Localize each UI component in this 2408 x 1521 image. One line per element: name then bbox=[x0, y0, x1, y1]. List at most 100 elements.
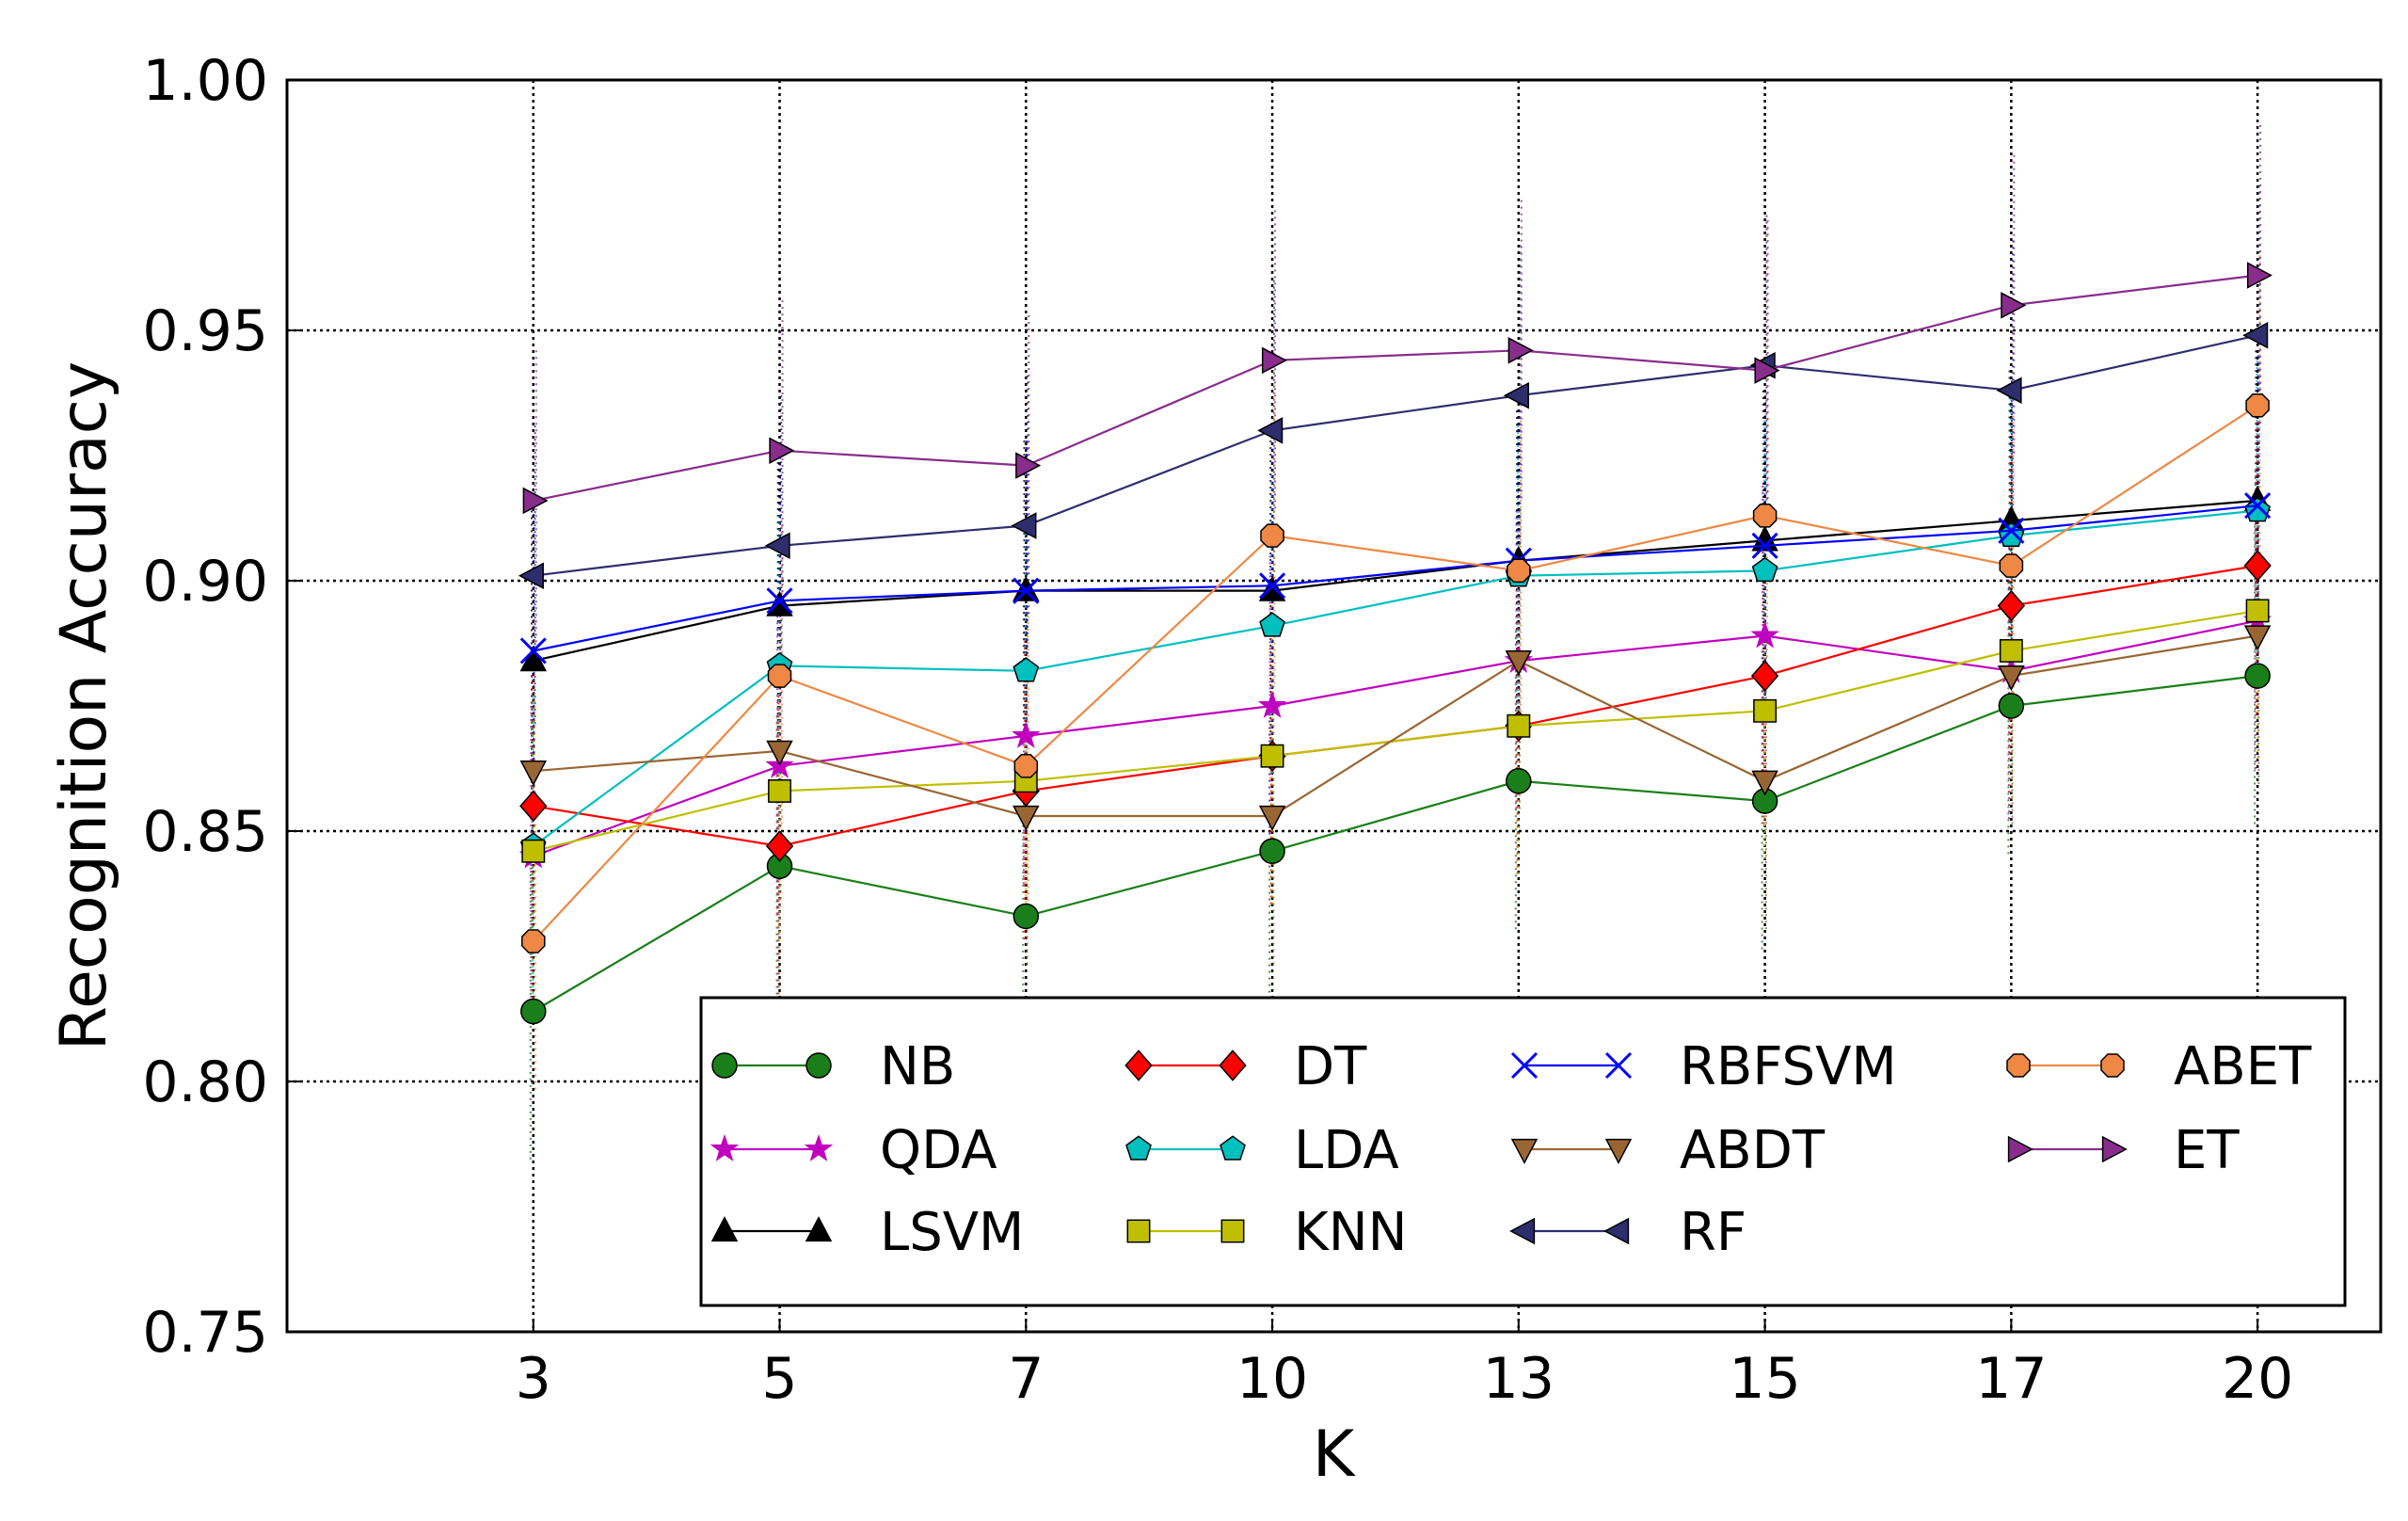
rf-data-point bbox=[1996, 376, 2022, 405]
nb-data-point bbox=[1013, 903, 1040, 930]
abdt-data-point bbox=[519, 760, 548, 787]
legend-marker-abet bbox=[2006, 1053, 2031, 1078]
nb-data-point bbox=[1998, 693, 2025, 719]
y-tick-label: 0.95 bbox=[142, 298, 268, 364]
legend-label-abet: ABET bbox=[2174, 1036, 2312, 1097]
legend-label-nb: NB bbox=[880, 1036, 955, 1097]
x-tick-label: 7 bbox=[1008, 1346, 1044, 1412]
legend-marker-lsvm bbox=[710, 1216, 739, 1242]
knn-data-point bbox=[768, 778, 791, 803]
rbfsvm-series-line bbox=[533, 504, 2258, 652]
abdt-data-point bbox=[766, 740, 793, 766]
dt-data-point bbox=[1750, 660, 1779, 692]
y-tick-label: 0.85 bbox=[142, 799, 268, 865]
abdt-data-point bbox=[1505, 649, 1533, 677]
legend-marker-rf bbox=[1603, 1217, 1630, 1245]
legend-marker-abdt bbox=[1604, 1138, 1633, 1164]
y-tick-label: 0.75 bbox=[142, 1300, 268, 1366]
lsvm-data-point bbox=[519, 646, 548, 672]
lda-series-line bbox=[533, 509, 2258, 847]
y-axis-label: Recognition Accuracy bbox=[47, 361, 121, 1051]
nb-data-point bbox=[520, 998, 547, 1025]
rf-data-point bbox=[518, 562, 544, 589]
abet-series-line bbox=[532, 404, 2258, 942]
abdt-data-point bbox=[2243, 625, 2272, 651]
abet-data-point bbox=[1260, 523, 1284, 548]
legend-label-qda: QDA bbox=[880, 1120, 997, 1181]
lda-data-point bbox=[1013, 657, 1040, 682]
nb-data-point bbox=[1506, 768, 1532, 794]
lda-data-point bbox=[1751, 556, 1778, 583]
abdt-data-point bbox=[1258, 805, 1286, 831]
y-tick-label: 0.80 bbox=[142, 1049, 268, 1115]
abdt-data-point bbox=[1998, 664, 2025, 692]
qda-data-point bbox=[1257, 691, 1287, 718]
knn-data-point bbox=[1999, 639, 2023, 663]
x-tick-label: 13 bbox=[1483, 1346, 1555, 1412]
x-tick-label: 20 bbox=[2222, 1346, 2293, 1412]
lsvm-series-line bbox=[533, 499, 2258, 663]
dt-data-point bbox=[1997, 589, 2025, 622]
legend-label-lda: LDA bbox=[1294, 1120, 1399, 1181]
rf-series-line bbox=[533, 334, 2258, 577]
tick-layer: 0.75 0.80 0.85 0.90 0.95 1.00 3 5 7 10 13 15 17 20 bbox=[142, 48, 2293, 1412]
knn-data-point bbox=[2245, 599, 2270, 623]
nb-data-point bbox=[2244, 663, 2271, 689]
plot-frame bbox=[285, 78, 2383, 1334]
et-data-point bbox=[1754, 357, 1780, 384]
legend-label-lsvm: LSVM bbox=[880, 1202, 1024, 1263]
nb-series-line bbox=[533, 675, 2258, 1013]
et-data-point bbox=[522, 487, 549, 515]
rf-data-point bbox=[1257, 417, 1284, 444]
abet-data-point bbox=[2245, 393, 2270, 418]
abet-data-point bbox=[1013, 754, 1039, 778]
legend-marker-abdt bbox=[1510, 1138, 1539, 1164]
x-tick-label: 17 bbox=[1975, 1346, 2047, 1412]
abet-data-point bbox=[1752, 504, 1778, 528]
knn-data-point bbox=[1507, 713, 1531, 738]
rbfsvm-data-point bbox=[1998, 517, 2025, 544]
abet-data-point bbox=[1507, 558, 1531, 584]
knn-series-line bbox=[533, 609, 2258, 853]
knn-data-point bbox=[1753, 698, 1778, 723]
legend-marker-rf bbox=[1509, 1217, 1536, 1245]
abet-data-point bbox=[1999, 553, 2024, 578]
rf-data-point bbox=[2242, 322, 2269, 349]
lda-data-point bbox=[2244, 496, 2271, 522]
rf-data-point bbox=[1011, 512, 1037, 539]
knn-data-point bbox=[1260, 744, 1284, 768]
lda-data-point bbox=[1259, 612, 1285, 637]
x-tick-label: 15 bbox=[1729, 1346, 1800, 1412]
dt-data-point bbox=[2243, 550, 2272, 582]
abdt-series-line bbox=[533, 634, 2258, 818]
et-data-point bbox=[1507, 337, 1534, 364]
legend-label-knn: KNN bbox=[1294, 1202, 1408, 1263]
lsvm-data-point bbox=[1258, 575, 1286, 601]
dt-data-point bbox=[519, 790, 548, 823]
series-layer bbox=[518, 262, 2273, 1025]
dt-data-point bbox=[765, 830, 794, 862]
legend-marker-lda bbox=[1125, 1135, 1152, 1161]
x-tick-label: 5 bbox=[761, 1346, 797, 1412]
legend-marker-nb bbox=[711, 1052, 738, 1079]
abet-data-point bbox=[767, 664, 792, 688]
legend-marker-nb bbox=[805, 1052, 832, 1079]
rbfsvm-data-point bbox=[1258, 572, 1286, 600]
rbfsvm-data-point bbox=[1751, 532, 1778, 559]
legend-marker-rbfsvm bbox=[1510, 1051, 1539, 1080]
et-data-point bbox=[2001, 292, 2027, 319]
qda-data-point bbox=[1750, 620, 1779, 648]
x-tick-label: 3 bbox=[516, 1346, 551, 1412]
legend-label-rf: RF bbox=[1680, 1202, 1746, 1263]
knn-data-point bbox=[521, 839, 546, 863]
legend-label-rbfsvm: RBFSVM bbox=[1680, 1036, 1897, 1097]
legend-marker-rbfsvm bbox=[1604, 1051, 1633, 1080]
legend-marker-qda bbox=[710, 1133, 740, 1161]
y-tick-label: 1.00 bbox=[142, 48, 268, 114]
x-tick-label: 10 bbox=[1236, 1346, 1308, 1412]
rbfsvm-data-point bbox=[519, 637, 547, 664]
qda-data-point bbox=[1012, 721, 1041, 748]
et-data-point bbox=[1015, 452, 1042, 479]
abdt-data-point bbox=[1013, 805, 1040, 831]
legend-label-abdt: ABDT bbox=[1680, 1120, 1826, 1181]
